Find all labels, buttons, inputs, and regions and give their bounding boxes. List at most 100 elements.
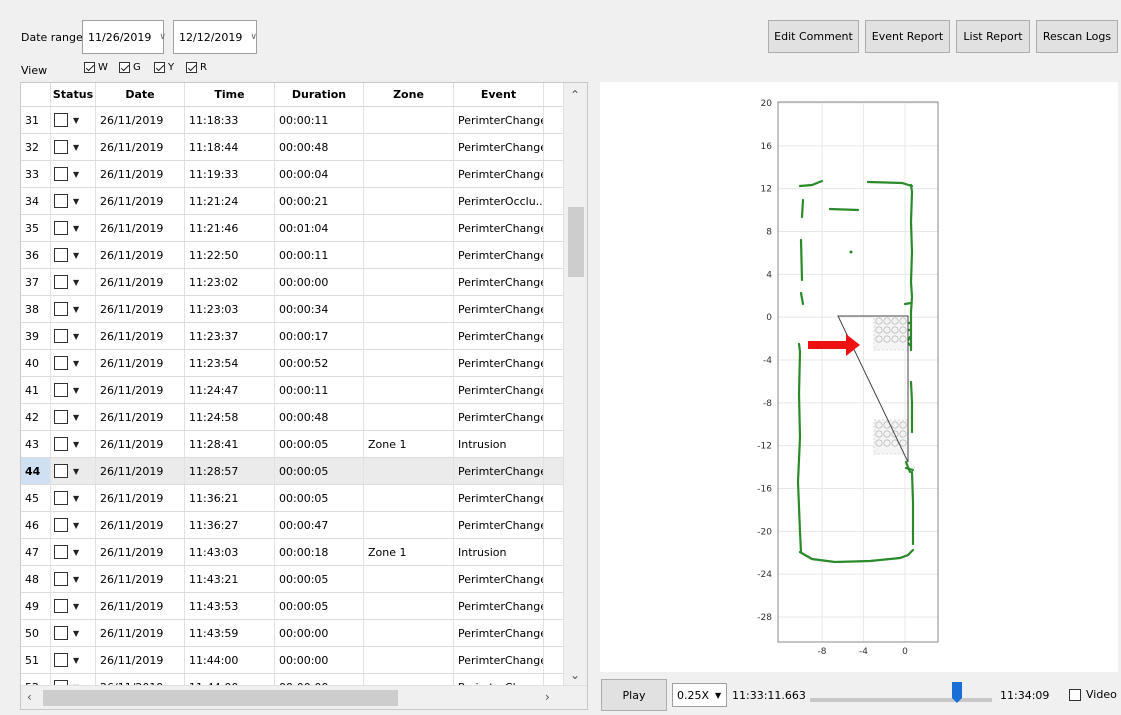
- status-checkbox[interactable]: [54, 626, 68, 640]
- view-filter-y[interactable]: Y: [154, 62, 174, 73]
- view-filter-r[interactable]: R: [186, 62, 207, 73]
- start-date-picker[interactable]: 11/26/2019 ∨: [82, 20, 166, 54]
- column-header-event[interactable]: Event: [454, 83, 544, 106]
- checkbox-icon[interactable]: [119, 62, 130, 73]
- table-row[interactable]: 50 ▼ 26/11/2019 11:43:59 00:00:00 PerimterCha…: [21, 620, 564, 647]
- status-checkbox[interactable]: [54, 140, 68, 154]
- status-checkbox[interactable]: [54, 248, 68, 262]
- dropdown-arrow-icon[interactable]: ▼: [73, 385, 80, 395]
- dropdown-arrow-icon[interactable]: ▼: [73, 412, 80, 422]
- row-number[interactable]: 38: [21, 296, 51, 322]
- video-checkbox[interactable]: Video: [1069, 688, 1117, 701]
- status-cell[interactable]: ▼: [51, 269, 96, 295]
- status-checkbox[interactable]: [54, 113, 68, 127]
- column-header-status[interactable]: Status: [51, 83, 96, 106]
- status-cell[interactable]: ▼: [51, 134, 96, 160]
- video-checkbox-box[interactable]: [1069, 688, 1081, 701]
- status-cell[interactable]: ▼: [51, 458, 96, 484]
- status-checkbox[interactable]: [54, 275, 68, 289]
- dropdown-arrow-icon[interactable]: ▼: [73, 601, 80, 611]
- scroll-up-icon[interactable]: ⌃: [570, 88, 581, 102]
- table-row[interactable]: 31 ▼ 26/11/2019 11:18:33 00:00:11 PerimterCha…: [21, 107, 564, 134]
- status-checkbox[interactable]: [54, 437, 68, 451]
- table-row[interactable]: 46 ▼ 26/11/2019 11:36:27 00:00:47 PerimterCha…: [21, 512, 564, 539]
- table-row[interactable]: 32 ▼ 26/11/2019 11:18:44 00:00:48 PerimterCha…: [21, 134, 564, 161]
- status-cell[interactable]: ▼: [51, 512, 96, 538]
- table-row[interactable]: 39 ▼ 26/11/2019 11:23:37 00:00:17 PerimterCha…: [21, 323, 564, 350]
- status-checkbox[interactable]: [54, 653, 68, 667]
- status-checkbox[interactable]: [54, 572, 68, 586]
- table-row[interactable]: 34 ▼ 26/11/2019 11:21:24 00:00:21 PerimterOcc…: [21, 188, 564, 215]
- dropdown-arrow-icon[interactable]: ▼: [73, 439, 80, 449]
- dropdown-arrow-icon[interactable]: ▼: [73, 115, 80, 125]
- row-number[interactable]: 42: [21, 404, 51, 430]
- timeline-slider-track[interactable]: [810, 698, 992, 702]
- status-cell[interactable]: ▼: [51, 215, 96, 241]
- end-date-picker[interactable]: 12/12/2019 ∨: [173, 20, 257, 54]
- column-header-time[interactable]: Time: [185, 83, 275, 106]
- row-number[interactable]: 35: [21, 215, 51, 241]
- status-checkbox[interactable]: [54, 302, 68, 316]
- events-table[interactable]: Status Date Time Duration Zone Event 31 ▼…: [20, 82, 588, 710]
- row-number[interactable]: 52: [21, 674, 51, 687]
- status-cell[interactable]: ▼: [51, 188, 96, 214]
- dropdown-arrow-icon[interactable]: ▼: [73, 304, 80, 314]
- status-cell[interactable]: ▼: [51, 674, 96, 687]
- table-row[interactable]: 49 ▼ 26/11/2019 11:43:53 00:00:05 PerimterCha…: [21, 593, 564, 620]
- table-row[interactable]: 42 ▼ 26/11/2019 11:24:58 00:00:48 PerimterCha…: [21, 404, 564, 431]
- scroll-left-icon[interactable]: ‹: [27, 690, 32, 704]
- status-checkbox[interactable]: [54, 680, 68, 687]
- dropdown-arrow-icon[interactable]: ▼: [73, 493, 80, 503]
- dropdown-arrow-icon[interactable]: ▼: [73, 169, 80, 179]
- table-row[interactable]: 47 ▼ 26/11/2019 11:43:03 00:00:18 Zone 1 Intru…: [21, 539, 564, 566]
- dropdown-arrow-icon[interactable]: ▼: [73, 331, 80, 341]
- table-row[interactable]: 48 ▼ 26/11/2019 11:43:21 00:00:05 PerimterCha…: [21, 566, 564, 593]
- row-number[interactable]: 46: [21, 512, 51, 538]
- edit-comment-button[interactable]: Edit Comment: [768, 20, 859, 53]
- row-number[interactable]: 36: [21, 242, 51, 268]
- dropdown-arrow-icon[interactable]: ▼: [73, 142, 80, 152]
- status-cell[interactable]: ▼: [51, 404, 96, 430]
- status-cell[interactable]: ▼: [51, 161, 96, 187]
- status-checkbox[interactable]: [54, 329, 68, 343]
- table-row[interactable]: 37 ▼ 26/11/2019 11:23:02 00:00:00 PerimterCha…: [21, 269, 564, 296]
- row-number[interactable]: 47: [21, 539, 51, 565]
- table-row[interactable]: 38 ▼ 26/11/2019 11:23:03 00:00:34 PerimterCha…: [21, 296, 564, 323]
- status-checkbox[interactable]: [54, 599, 68, 613]
- status-cell[interactable]: ▼: [51, 647, 96, 673]
- row-number[interactable]: 33: [21, 161, 51, 187]
- row-number[interactable]: 49: [21, 593, 51, 619]
- dropdown-arrow-icon[interactable]: ▼: [73, 628, 80, 638]
- status-checkbox[interactable]: [54, 410, 68, 424]
- status-checkbox[interactable]: [54, 464, 68, 478]
- status-checkbox[interactable]: [54, 194, 68, 208]
- row-number[interactable]: 44: [21, 458, 51, 484]
- status-cell[interactable]: ▼: [51, 539, 96, 565]
- status-cell[interactable]: ▼: [51, 566, 96, 592]
- event-report-button[interactable]: Event Report: [865, 20, 950, 53]
- row-number[interactable]: 43: [21, 431, 51, 457]
- status-cell[interactable]: ▼: [51, 485, 96, 511]
- status-cell[interactable]: ▼: [51, 620, 96, 646]
- play-button[interactable]: Play: [601, 679, 667, 711]
- table-row[interactable]: 36 ▼ 26/11/2019 11:22:50 00:00:11 PerimterCha…: [21, 242, 564, 269]
- dropdown-arrow-icon[interactable]: ▼: [73, 466, 80, 476]
- status-checkbox[interactable]: [54, 545, 68, 559]
- status-cell[interactable]: ▼: [51, 593, 96, 619]
- row-number[interactable]: 48: [21, 566, 51, 592]
- table-row[interactable]: 43 ▼ 26/11/2019 11:28:41 00:00:05 Zone 1 Intru…: [21, 431, 564, 458]
- status-cell[interactable]: ▼: [51, 242, 96, 268]
- column-header-zone[interactable]: Zone: [364, 83, 454, 106]
- column-header-date[interactable]: Date: [96, 83, 185, 106]
- checkbox-icon[interactable]: [84, 62, 95, 73]
- dropdown-arrow-icon[interactable]: ▼: [73, 655, 80, 665]
- table-row[interactable]: 40 ▼ 26/11/2019 11:23:54 00:00:52 PerimterCha…: [21, 350, 564, 377]
- row-number[interactable]: 50: [21, 620, 51, 646]
- row-number[interactable]: 34: [21, 188, 51, 214]
- status-cell[interactable]: ▼: [51, 377, 96, 403]
- row-number[interactable]: 41: [21, 377, 51, 403]
- status-cell[interactable]: ▼: [51, 323, 96, 349]
- dropdown-arrow-icon[interactable]: ▼: [73, 547, 80, 557]
- scroll-right-icon[interactable]: ›: [545, 690, 550, 704]
